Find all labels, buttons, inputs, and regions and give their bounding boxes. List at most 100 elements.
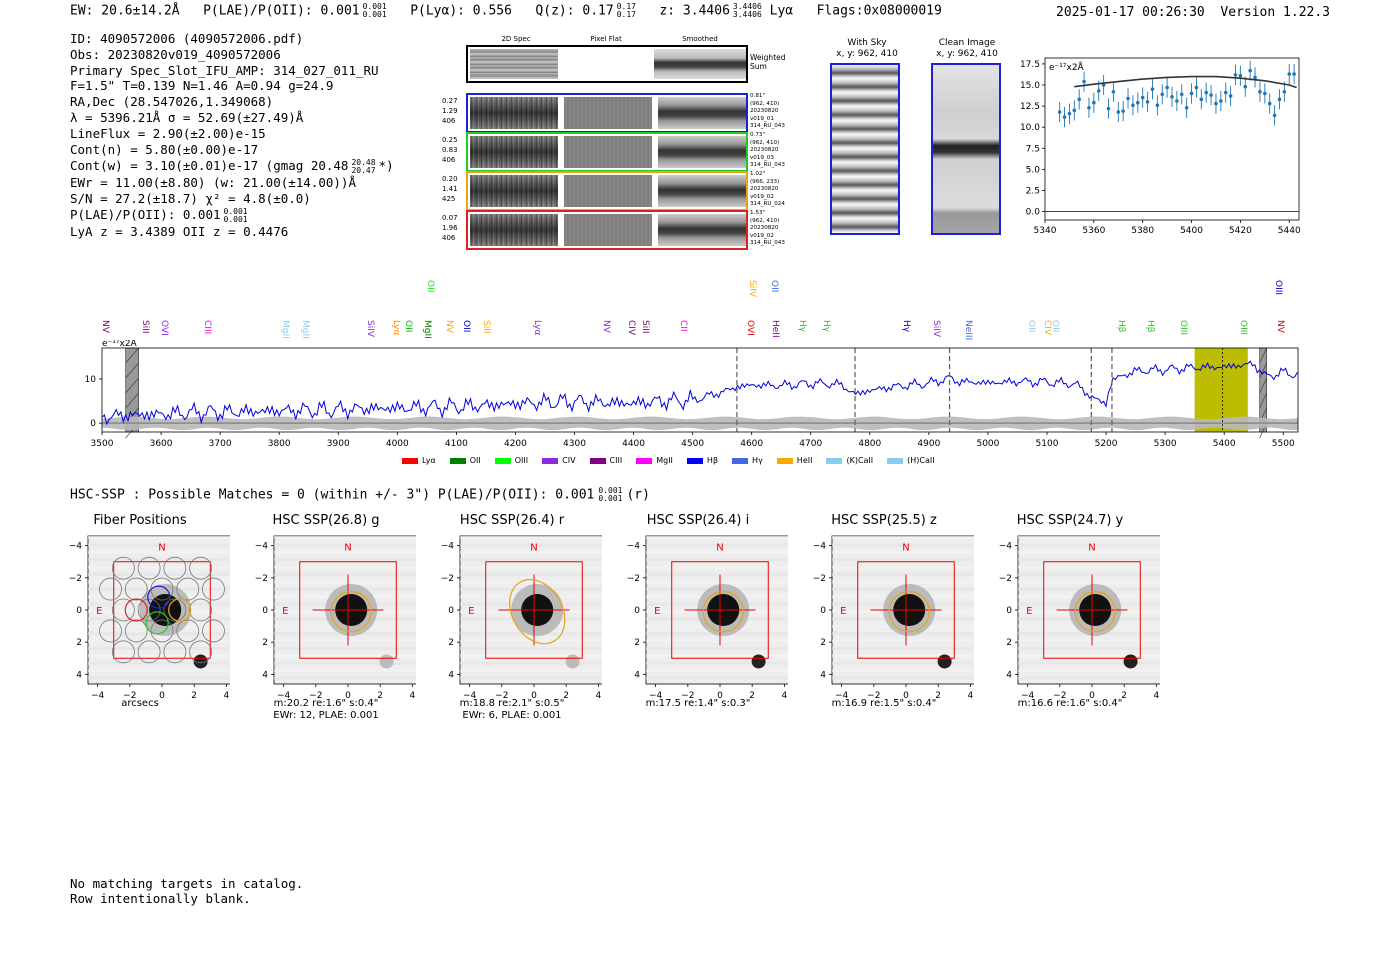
legend-swatch [494, 457, 511, 464]
hsc-xtick-label: 0 [1089, 691, 1095, 701]
cutout-left-stat: 406 [442, 234, 456, 242]
hsc-xtick-label: −4 [91, 691, 105, 701]
zoom-data-point [1272, 113, 1277, 118]
legend-item: Hβ [686, 456, 718, 465]
zoom-data-point [1087, 105, 1091, 110]
hsc-ytick-label: −2 [69, 574, 82, 584]
qz-lo: 0.17 [616, 10, 636, 19]
hsc-xtick-label: −4 [835, 691, 849, 701]
fiber-circle [99, 577, 122, 601]
hsc-caption-1: m:17.5 re:1.4" s:0.3" [645, 698, 751, 709]
hsc-aperture-box [113, 561, 211, 659]
info-obs: Obs: 20230820v019_4090572006 [70, 46, 281, 62]
hsc-image: N E 4 −4 2 −2 0 0 −2 2 −4 4 [69, 535, 230, 701]
fiber-circle [150, 619, 174, 643]
compass-e: E [840, 606, 846, 617]
line-label: CIII [202, 320, 213, 335]
hsc-texture [832, 558, 974, 562]
cutout-pixelflat [564, 214, 652, 246]
hsc-xtick-label: 2 [563, 691, 569, 701]
hsc-xtick-label: −2 [309, 691, 322, 701]
cutout-right-line: v019_03 [750, 154, 774, 161]
fiber-circle [189, 598, 213, 622]
cutout-left-stat: 1.29 [442, 107, 458, 115]
zoom-data-point [1096, 89, 1101, 93]
legend-label: CIII [609, 456, 623, 465]
hsc-xtick-label: −2 [867, 691, 880, 701]
hsc-texture [1018, 558, 1160, 562]
cutout-right-line: v019_01 [750, 115, 774, 122]
spectrum-flux-path [101, 360, 1298, 426]
cutout-right-line: 20230820 [750, 186, 779, 193]
zoom-data-point [1116, 110, 1121, 114]
hsc-texture [1018, 639, 1160, 643]
hsc-texture [1018, 536, 1160, 539]
hsc-texture [1018, 669, 1160, 673]
hsc-panel-title: HSC SSP(24.7) y [1016, 513, 1124, 528]
hsc-caption-1: m:16.6 re:1.6" s:0.4" [1017, 698, 1123, 709]
spectrum-xtick-label: 4700 [799, 439, 822, 449]
hsc-texture [1018, 543, 1160, 547]
hsc-ytick-label: 4 [634, 670, 640, 680]
hsc-texture [88, 565, 230, 569]
hsc-title: HSC-SSP : Possible Matches = 0 (within +… [70, 487, 650, 503]
hsc-texture [832, 536, 974, 539]
hsc-xtick-label: −4 [649, 691, 663, 701]
legend-swatch [542, 457, 559, 464]
cutout-left-stats: 0.07 1.96 406 [442, 213, 464, 243]
legend-item: CIII [589, 456, 623, 465]
zoom-data-point [1238, 73, 1243, 78]
z-lo: 3.4406 [732, 10, 762, 19]
cutout-right-line: (966, 233) [750, 178, 780, 185]
zoom-data-point [1263, 91, 1267, 96]
zoom-data-point [1189, 91, 1194, 96]
col-header-pixelflat: Pixel Flat [590, 35, 622, 43]
zoom-points [1057, 60, 1296, 128]
legend-label: Hγ [752, 456, 763, 465]
hsc-xtick-label: 2 [1121, 691, 1127, 701]
spectrum-xtick-label: 4500 [681, 439, 704, 449]
fiber-circle-green [145, 611, 169, 635]
cutout-2dspec [470, 214, 558, 246]
compass-n: N [158, 542, 165, 553]
hsc-texture [274, 580, 416, 584]
hsc-texture [646, 550, 788, 554]
cutout-left-stat: 0.07 [442, 214, 458, 222]
cutout-right-line: 1.53" [750, 210, 766, 216]
legend-swatch [776, 457, 793, 464]
zoom-data-point [1145, 100, 1150, 104]
hsc-ytick-label: 0 [1006, 606, 1012, 616]
line-label: SiIV [364, 320, 375, 338]
cutout-smoothed [658, 136, 746, 168]
hsc-ytick-label: 4 [262, 670, 268, 680]
spectrum-xtick-label: 5500 [1272, 439, 1295, 449]
compass-n: N [530, 542, 537, 553]
hsc-caption-2: EWr: 12, PLAE: 0.001 [273, 710, 379, 721]
hsc-ytick-label: −4 [441, 542, 455, 552]
fiber-circle [163, 556, 187, 580]
legend-item: MgII [636, 456, 673, 465]
spectrum-xtick-label: 5200 [1095, 439, 1118, 449]
hsc-texture [274, 654, 416, 658]
zoom-data-point [1258, 89, 1262, 94]
fiber-circle [176, 619, 200, 643]
hsc-ytick-label: 2 [634, 638, 640, 648]
legend-swatch [887, 457, 904, 464]
zoom-data-point [1277, 97, 1282, 102]
spectrum-mask-hatch [125, 392, 139, 409]
spectrum-xtick-label: 5100 [1036, 439, 1059, 449]
hsc-texture [88, 536, 230, 539]
z-line: Lyα [769, 3, 794, 19]
line-label: OIII [1177, 320, 1188, 336]
hsc-texture [460, 639, 602, 643]
line-label: NeIII [963, 320, 974, 341]
hsc-texture [88, 550, 230, 554]
cutout-smoothed [658, 175, 746, 207]
line-label: HeII [770, 320, 781, 338]
hsc-texture [460, 550, 602, 554]
compass-e: E [1026, 606, 1032, 617]
hsc-texture [832, 647, 974, 650]
line-label: CII [677, 320, 688, 332]
line-label: Hβ [1145, 320, 1156, 333]
spectrum-mask-hatch [1259, 377, 1267, 394]
